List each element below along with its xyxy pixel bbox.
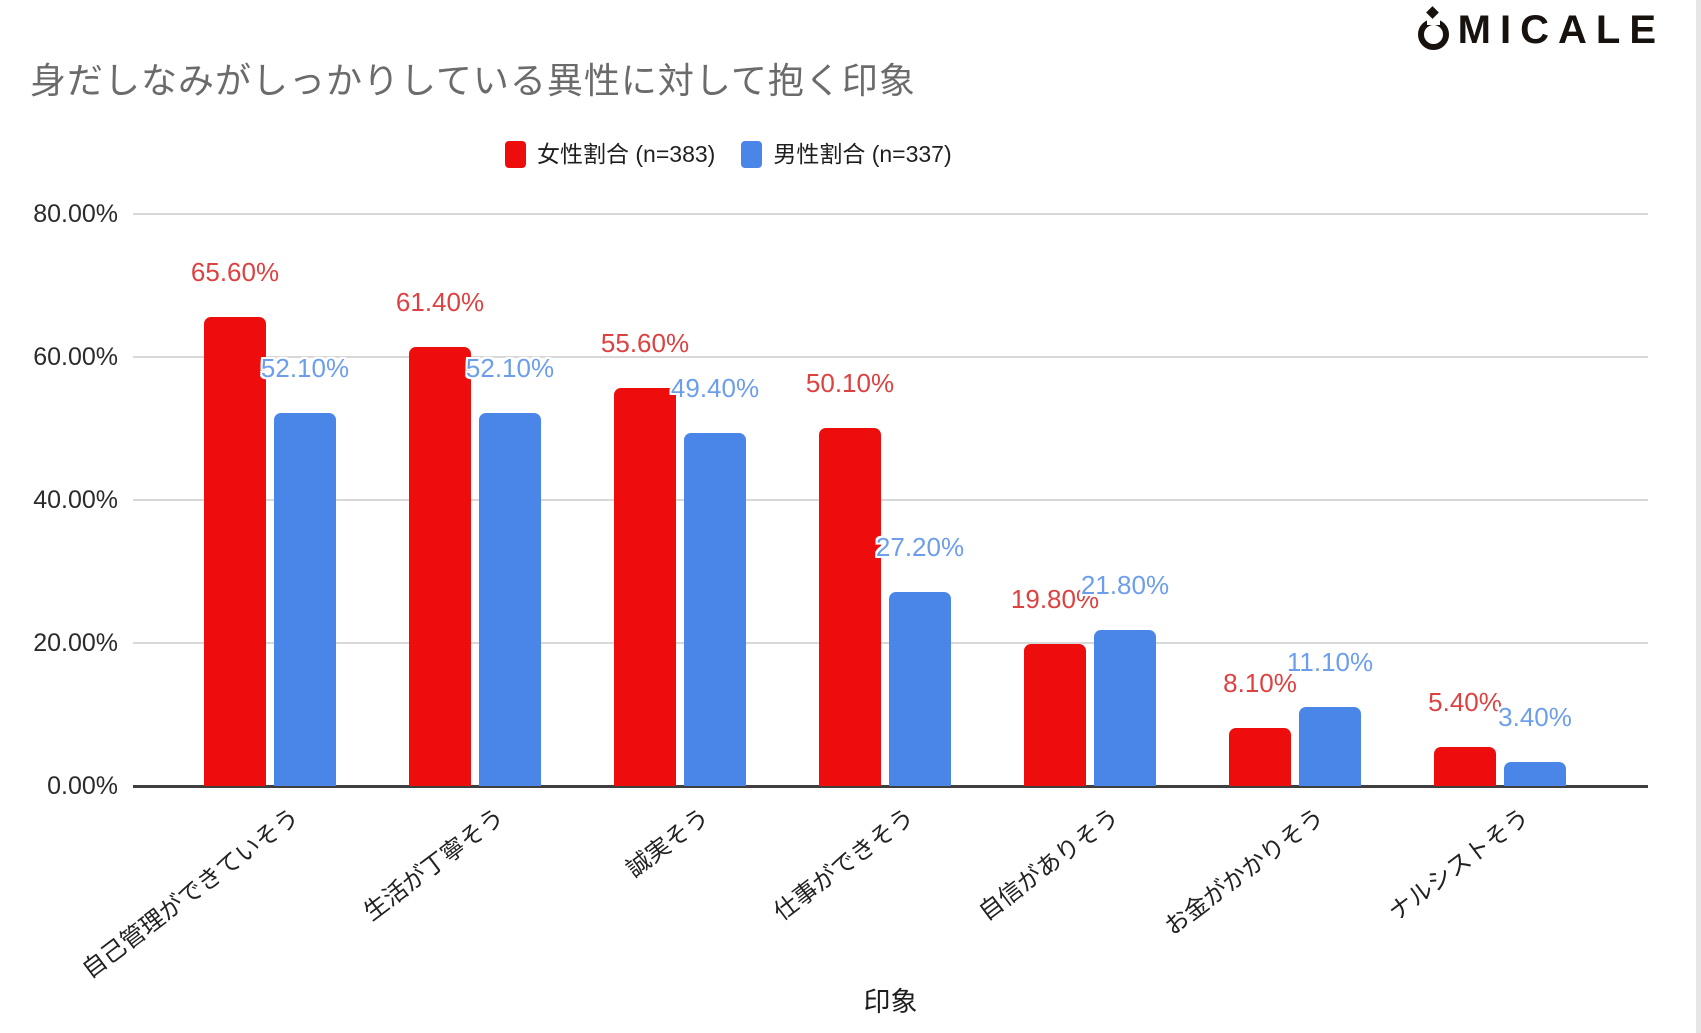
bar-male-4 xyxy=(1094,630,1156,786)
bar-value-label-female-4: 19.80% xyxy=(1010,584,1100,615)
male-series-swatch xyxy=(741,141,763,168)
x-category-label-3: 仕事ができそう xyxy=(769,803,920,927)
female-series-swatch xyxy=(505,141,526,168)
bar-male-6 xyxy=(1504,761,1566,786)
y-tick-label-20: 20.00% xyxy=(33,629,118,657)
bar-value-label-male-5: 11.10% xyxy=(1286,646,1374,677)
bar-value-label-female-1: 61.40% xyxy=(395,286,485,317)
bar-female-2 xyxy=(614,388,676,786)
x-axis-baseline xyxy=(133,785,1648,788)
right-edge-divider xyxy=(1696,0,1701,1033)
x-category-label-2: 誠実そう xyxy=(621,803,715,883)
bar-male-2 xyxy=(684,432,746,786)
bar-female-3 xyxy=(819,427,881,786)
bar-value-label-female-2: 55.60% xyxy=(600,328,690,359)
male-series-label: 男性割合 (n=337) xyxy=(773,141,952,167)
bar-female-0 xyxy=(204,316,266,786)
x-category-label-0: 自己管理ができていそう xyxy=(77,803,305,985)
gridline-40 xyxy=(133,499,1648,501)
y-tick-label-60: 60.00% xyxy=(33,343,118,371)
bar-female-6 xyxy=(1434,747,1496,786)
bar-value-label-male-2: 49.40% xyxy=(670,372,760,403)
bar-female-5 xyxy=(1229,728,1291,786)
y-tick-label-40: 40.00% xyxy=(33,486,118,514)
bar-value-label-female-5: 8.10% xyxy=(1223,668,1297,699)
y-tick-label-80: 80.00% xyxy=(33,200,118,228)
legend-item-female: 女性割合 (n=383) xyxy=(505,141,715,168)
bar-male-3 xyxy=(889,591,951,786)
bar-value-label-female-6: 5.40% xyxy=(1428,687,1502,718)
legend-item-male: 男性割合 (n=337) xyxy=(741,141,952,168)
bar-male-0 xyxy=(274,413,336,786)
legend: 女性割合 (n=383) 男性割合 (n=337) xyxy=(505,141,952,168)
x-category-label-5: お金がかかりそう xyxy=(1159,803,1330,941)
ring-notch xyxy=(1426,17,1440,25)
chart-title: 身だしなみがしっかりしている異性に対して抱く印象 xyxy=(30,60,916,101)
bar-value-label-male-0: 52.10% xyxy=(260,353,350,384)
bar-value-label-female-3: 50.10% xyxy=(805,367,895,398)
female-series-label: 女性割合 (n=383) xyxy=(537,141,716,167)
bar-value-label-male-1: 52.10% xyxy=(465,353,555,384)
brand-letters: MICALE xyxy=(1457,8,1665,52)
ring-o-icon xyxy=(1417,6,1449,50)
x-category-label-1: 生活が丁寧そう xyxy=(359,803,510,927)
x-category-label-4: 自信がありそう xyxy=(974,803,1125,927)
bar-value-label-male-3: 27.20% xyxy=(875,531,965,562)
gridline-80 xyxy=(133,213,1648,215)
bar-value-label-male-4: 21.80% xyxy=(1080,570,1170,601)
bar-female-4 xyxy=(1024,644,1086,786)
x-axis-title: 印象 xyxy=(863,987,918,1017)
bar-female-1 xyxy=(409,346,471,786)
bar-male-5 xyxy=(1299,706,1361,786)
bar-male-1 xyxy=(479,413,541,786)
bar-value-label-female-0: 65.60% xyxy=(190,256,280,287)
bar-value-label-male-6: 3.40% xyxy=(1498,701,1572,732)
brand-logo: MICALE xyxy=(1417,6,1665,52)
x-category-label-6: ナルシストそう xyxy=(1384,803,1535,927)
y-tick-label-0: 0.00% xyxy=(47,772,118,800)
gridline-60 xyxy=(133,356,1648,358)
